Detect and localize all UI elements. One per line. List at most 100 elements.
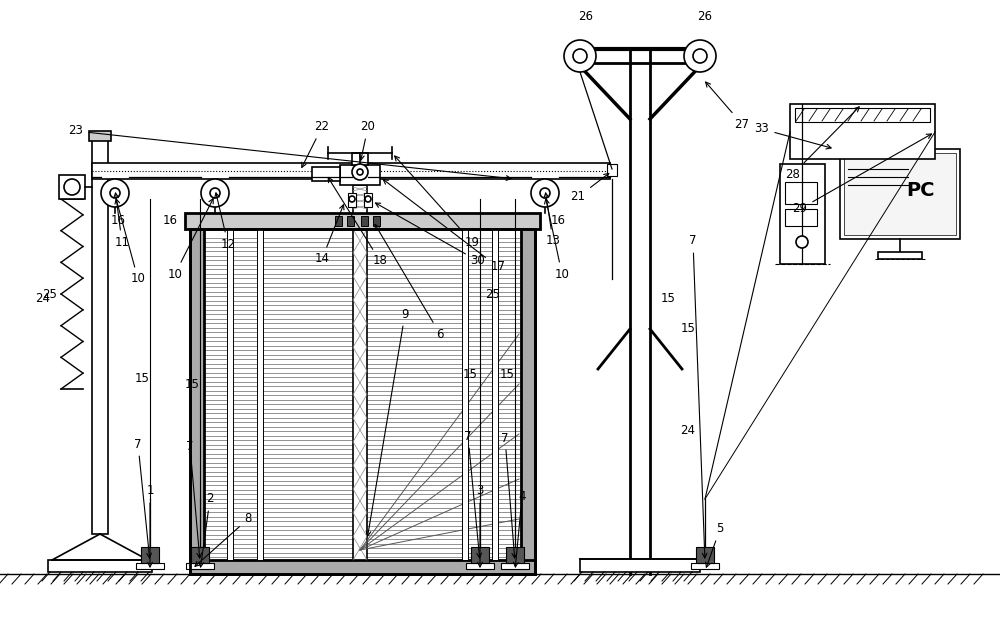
Circle shape — [365, 196, 371, 202]
Text: 7: 7 — [134, 438, 151, 558]
Bar — [790, 104, 935, 159]
Bar — [335, 216, 342, 226]
Text: 10: 10 — [545, 199, 569, 281]
Bar — [257, 229, 263, 560]
Circle shape — [64, 179, 80, 195]
Text: 9: 9 — [366, 308, 409, 536]
Circle shape — [693, 49, 707, 63]
Text: 14: 14 — [314, 204, 344, 265]
Bar — [347, 216, 354, 226]
Text: 20: 20 — [360, 121, 375, 160]
Text: 21: 21 — [570, 174, 609, 204]
Circle shape — [540, 188, 550, 198]
Bar — [312, 167, 340, 181]
Text: 11: 11 — [114, 193, 130, 248]
Bar — [136, 563, 164, 569]
Text: 16: 16 — [550, 214, 566, 228]
Bar — [580, 559, 700, 572]
Text: 26: 26 — [698, 9, 712, 23]
Bar — [190, 560, 535, 574]
Bar — [361, 216, 368, 226]
Bar — [780, 164, 825, 264]
Bar — [521, 229, 535, 574]
Bar — [471, 547, 489, 563]
Bar — [185, 213, 540, 229]
Text: 16: 16 — [110, 214, 126, 228]
Text: 3: 3 — [476, 484, 484, 567]
Bar — [466, 563, 494, 569]
Text: 24: 24 — [680, 425, 696, 438]
Circle shape — [684, 40, 716, 72]
Text: 15: 15 — [135, 372, 149, 386]
Bar — [840, 149, 960, 239]
Text: 18: 18 — [328, 177, 387, 267]
Text: 7: 7 — [501, 431, 517, 558]
Text: 27: 27 — [706, 82, 750, 130]
Text: 29: 29 — [792, 134, 932, 216]
Circle shape — [357, 169, 363, 175]
Circle shape — [101, 179, 129, 207]
Bar — [227, 229, 233, 560]
Bar — [190, 229, 204, 574]
Text: 25: 25 — [43, 287, 57, 301]
Bar — [340, 165, 380, 185]
Bar — [364, 193, 372, 207]
Bar — [607, 164, 617, 176]
Bar — [352, 153, 368, 165]
Bar — [785, 209, 817, 226]
Text: PC: PC — [906, 182, 934, 201]
Bar — [492, 229, 498, 560]
Text: 7: 7 — [464, 430, 482, 558]
Circle shape — [201, 179, 229, 207]
Bar — [59, 175, 85, 199]
Text: 15: 15 — [681, 323, 695, 335]
Bar — [696, 547, 714, 563]
Text: 6: 6 — [375, 225, 444, 340]
Text: 15: 15 — [185, 377, 199, 391]
Bar — [48, 560, 152, 572]
Text: 26: 26 — [578, 9, 594, 23]
Bar — [348, 193, 356, 207]
Circle shape — [210, 188, 220, 198]
Text: 17: 17 — [383, 179, 506, 274]
Bar — [373, 216, 380, 226]
Circle shape — [349, 196, 355, 202]
Text: 33: 33 — [755, 123, 831, 149]
Text: 28: 28 — [786, 107, 859, 181]
Text: 24: 24 — [36, 292, 50, 306]
Text: 5: 5 — [706, 523, 724, 567]
Bar — [785, 182, 817, 204]
Text: 15: 15 — [463, 367, 477, 381]
Text: 19: 19 — [395, 156, 480, 248]
Bar — [501, 563, 529, 569]
Text: 4: 4 — [513, 491, 526, 567]
Bar — [89, 131, 111, 141]
Bar — [844, 153, 956, 235]
Circle shape — [573, 49, 587, 63]
Bar — [462, 229, 468, 560]
Text: 30: 30 — [375, 203, 485, 267]
Text: 10: 10 — [115, 199, 145, 286]
Text: 13: 13 — [544, 193, 560, 247]
Circle shape — [110, 188, 120, 198]
Bar — [353, 229, 367, 560]
Text: 1: 1 — [146, 484, 154, 567]
Circle shape — [352, 164, 368, 180]
Bar — [92, 163, 610, 179]
Bar — [141, 547, 159, 563]
Text: 2: 2 — [199, 493, 214, 567]
Text: 7: 7 — [689, 235, 707, 558]
Text: 16: 16 — [162, 214, 178, 228]
Circle shape — [564, 40, 596, 72]
Text: 15: 15 — [661, 292, 675, 306]
Bar — [186, 563, 214, 569]
Text: 22: 22 — [302, 121, 330, 167]
Text: 15: 15 — [500, 367, 514, 381]
Bar — [878, 252, 922, 259]
Bar — [92, 139, 108, 534]
Text: 25: 25 — [486, 287, 500, 301]
Bar — [795, 108, 930, 122]
Text: 23: 23 — [69, 125, 511, 181]
Bar — [353, 185, 367, 213]
Bar — [191, 547, 209, 563]
